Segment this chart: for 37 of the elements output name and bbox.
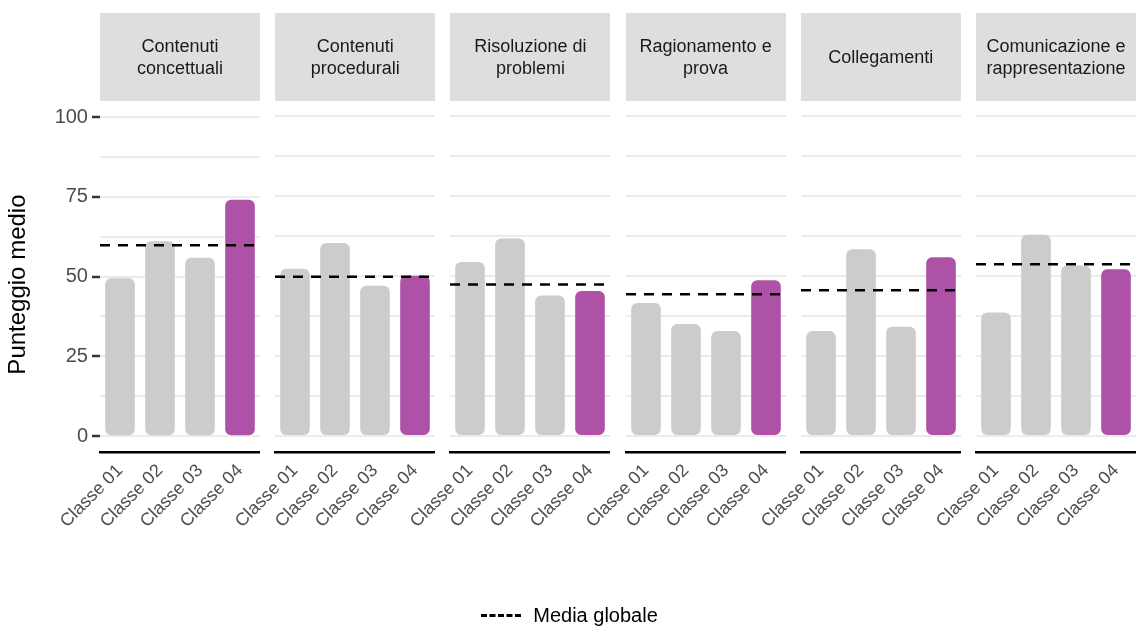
bar (360, 285, 390, 436)
bar (400, 275, 430, 436)
chart-title: Collegamenti (800, 13, 961, 101)
bar (455, 261, 486, 436)
chart-title: Risoluzione di problemi (450, 13, 611, 101)
y-tick-label: 75 (65, 184, 88, 207)
bar (185, 257, 215, 436)
bar (145, 241, 175, 436)
bar (750, 280, 781, 436)
y-tick-label: 100 (54, 104, 88, 127)
y-axis-title: Punteggio medio (3, 194, 31, 375)
bar (1101, 269, 1131, 436)
bar (575, 291, 606, 436)
bar (926, 257, 956, 436)
bar (1021, 234, 1051, 436)
bar (105, 278, 135, 436)
bar (1061, 265, 1091, 436)
y-tick-label: 0 (76, 423, 88, 446)
bar (495, 238, 526, 436)
legend-label: Media globale (533, 604, 658, 627)
bar (981, 312, 1011, 436)
chart-title: Ragionamento e prova (625, 13, 786, 101)
bar (535, 295, 566, 436)
bar (806, 331, 836, 436)
bar (710, 331, 741, 436)
bar (846, 249, 876, 436)
y-tick-label: 25 (65, 343, 88, 366)
bar (280, 268, 310, 436)
bar (886, 326, 916, 436)
chart-title: Contenuti concettuali (100, 13, 260, 101)
bar (320, 243, 350, 436)
chart-title: Comunicazione e rappresentazione (976, 13, 1136, 101)
chart-title: Contenuti procedurali (275, 13, 436, 101)
y-tick-label: 50 (65, 264, 88, 287)
bar (225, 199, 255, 436)
bar (670, 324, 701, 436)
bar (630, 302, 661, 436)
